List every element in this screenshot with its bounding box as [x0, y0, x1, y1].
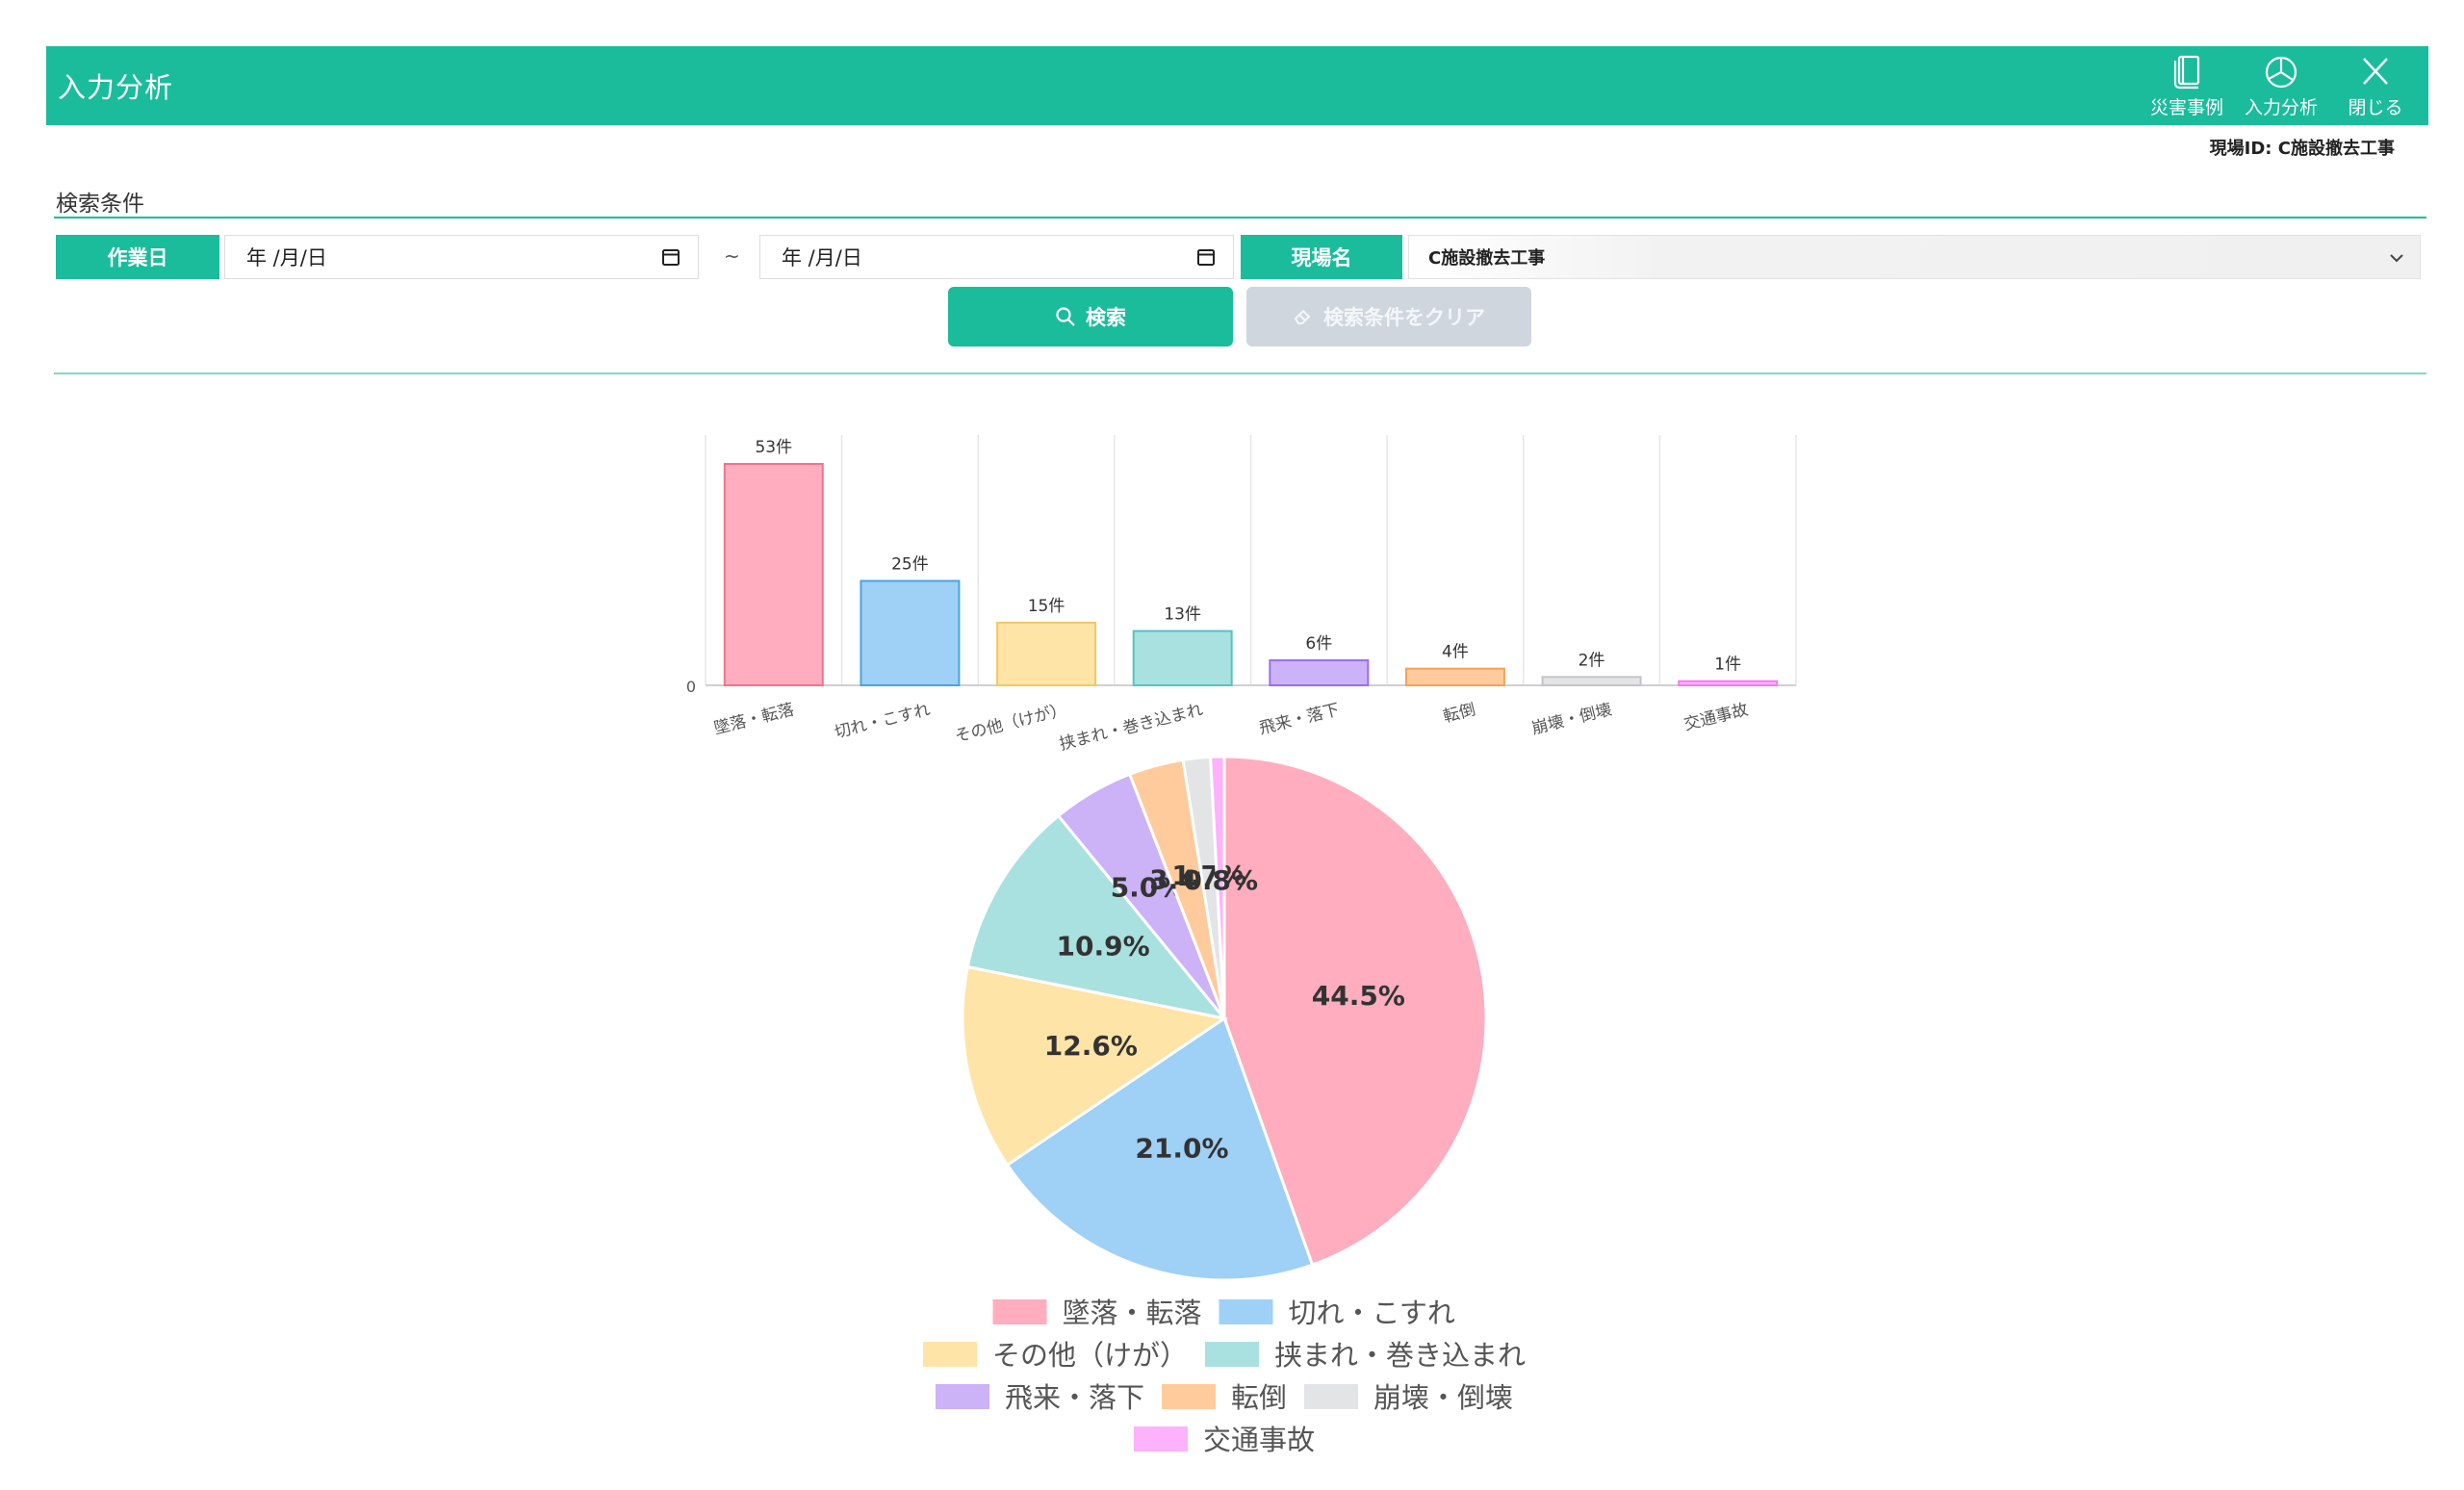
clear-button-label: 検索条件をクリア [1323, 306, 1485, 329]
date-from-input[interactable]: 年 /月/日 [224, 235, 699, 279]
bar-category-label: 切れ・こすれ [833, 700, 932, 742]
legend-label: 挟まれ・巻き込まれ [1274, 1339, 1526, 1372]
calendar-icon[interactable] [661, 247, 680, 267]
bar-mark [1269, 658, 1370, 687]
eraser-icon [1294, 309, 1311, 324]
legend-swatch [1219, 1299, 1273, 1324]
date-from-value: 年 /月/日 [246, 246, 327, 270]
pie-slice [1209, 755, 1226, 1019]
input-analysis-label: 入力分析 [2244, 97, 2318, 118]
pie-slice [1181, 755, 1226, 1019]
pie-chart: 44.5% 21.0% 12.6% 10.9% 5.0%3.4%1.7%0.8% [961, 755, 1488, 1282]
header-actions: 災害事例 入力分析 閉じる [2145, 52, 2417, 119]
pie-percent-label: 1.7% [1171, 860, 1246, 891]
bar-data-label: 13件 [1164, 605, 1201, 625]
legend-swatch [992, 1299, 1047, 1324]
legend-label: 墜落・転落 [1063, 1297, 1202, 1329]
pie-percent-label: 0.8% [1183, 864, 1258, 896]
search-conditions-label: 検索条件 [56, 192, 144, 217]
legend-swatch [1162, 1384, 1216, 1409]
date-to-value: 年 /月/日 [782, 246, 862, 270]
bar-category-label: 墜落・転落 [712, 700, 796, 738]
legend-swatch [1134, 1426, 1188, 1451]
legend-swatch [923, 1342, 977, 1367]
bar-mark [1541, 676, 1642, 686]
pie-percent-label: 10.9% [1057, 930, 1150, 962]
bar-data-label: 25件 [891, 555, 929, 575]
site-name-tag: 現場名 [1241, 235, 1402, 279]
chevron-down-icon [2390, 254, 2403, 263]
bar-mark [996, 621, 1097, 686]
disaster-cases-label: 災害事例 [2149, 97, 2223, 118]
close-icon [2363, 58, 2388, 85]
input-analysis-button[interactable]: 入力分析 [2240, 52, 2323, 119]
search-icon [1056, 307, 1075, 326]
bar-mark [723, 463, 824, 686]
search-button-label: 検索 [1086, 306, 1126, 329]
date-separator: ~ [724, 244, 740, 268]
pie-percent-label: 21.0% [1135, 1132, 1228, 1164]
close-label: 閉じる [2348, 97, 2403, 118]
pie-percent-label: 12.6% [1044, 1030, 1138, 1062]
bar-category-label: 転倒 [1441, 700, 1477, 727]
book-icon [2173, 55, 2200, 90]
pie-slice [965, 813, 1228, 1021]
legend-swatch [936, 1384, 989, 1409]
page-title: 入力分析 [58, 71, 174, 104]
search-button[interactable]: 検索 [948, 287, 1233, 347]
bar-category-label: 交通事故 [1682, 700, 1751, 734]
bar-mark [860, 579, 961, 687]
close-button[interactable]: 閉じる [2334, 52, 2417, 119]
calendar-icon[interactable] [1196, 247, 1216, 267]
date-to-input[interactable]: 年 /月/日 [759, 235, 1234, 279]
pie-chart-icon [2265, 56, 2297, 89]
app-header: 入力分析 災害事例 入力分析 閉じる [46, 46, 2428, 125]
bar-category-label: その他（けが） [953, 700, 1068, 746]
bar-mark [1678, 680, 1779, 687]
pie-percent-label: 5.0% [1111, 872, 1186, 904]
bar-mark [1132, 629, 1233, 686]
pie-percent-label: 44.5% [1312, 980, 1405, 1012]
work-date-tag: 作業日 [56, 235, 219, 279]
bar-data-label: 15件 [1028, 597, 1065, 616]
site-name-select[interactable]: C施設撤去工事 [1408, 235, 2421, 279]
bar-category-label: 崩壊・倒壊 [1529, 700, 1613, 738]
legend-label: 交通事故 [1203, 1424, 1315, 1456]
site-name-value: C施設撤去工事 [1428, 248, 1546, 269]
search-divider-top [54, 217, 2426, 218]
bar-data-label: 53件 [755, 438, 792, 457]
legend-label: 飛来・落下 [1005, 1381, 1144, 1414]
pie-slice [1056, 772, 1226, 1019]
bar-category-label: 挟まれ・巻き込まれ [1058, 700, 1205, 754]
bar-data-label: 4件 [1442, 643, 1469, 662]
pie-slice [1127, 758, 1226, 1019]
legend-label: 切れ・こすれ [1289, 1297, 1455, 1329]
site-id-text: 現場ID: C施設撤去工事 [2209, 139, 2395, 159]
bar-data-label: 2件 [1578, 651, 1605, 670]
pie-percent-label: 3.4% [1149, 864, 1224, 896]
search-divider-bottom [54, 372, 2426, 374]
bar-data-label: 6件 [1305, 634, 1332, 654]
legend-label: 崩壊・倒壊 [1373, 1381, 1513, 1414]
pie-slice [961, 964, 1228, 1168]
legend-swatch [1205, 1342, 1259, 1367]
pie-slice [1005, 1015, 1315, 1282]
disaster-cases-button[interactable]: 災害事例 [2145, 52, 2228, 119]
legend-swatch [1304, 1384, 1358, 1409]
bar-category-label: 飛来・落下 [1257, 700, 1341, 738]
pie-slice [1222, 755, 1488, 1268]
clear-conditions-button[interactable]: 検索条件をクリア [1246, 287, 1531, 347]
bar-data-label: 1件 [1714, 655, 1741, 675]
bar-y-tick-label: 0 [686, 678, 696, 696]
bar-mark [1404, 667, 1505, 686]
legend-label: 転倒 [1231, 1381, 1287, 1414]
legend-label: その他（けが） [992, 1339, 1188, 1372]
